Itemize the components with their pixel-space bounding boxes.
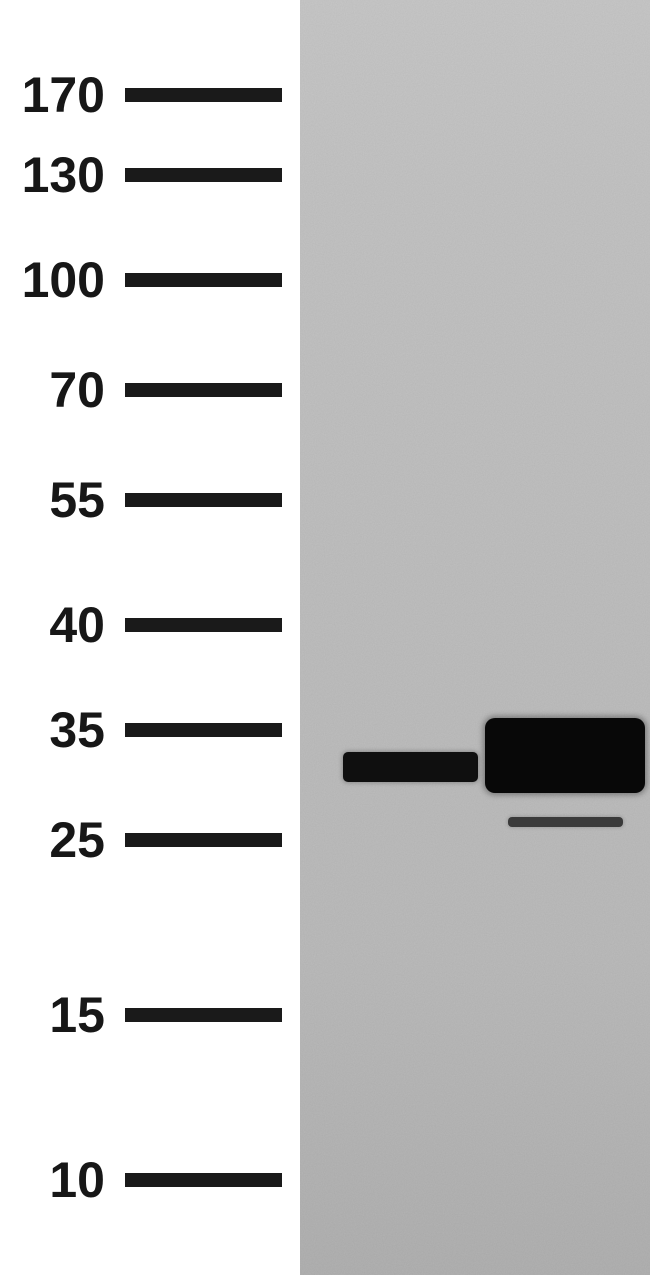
ladder-tick <box>125 1173 282 1187</box>
ladder-tick <box>125 168 282 182</box>
ladder-tick <box>125 273 282 287</box>
ladder-marker: 70 <box>0 365 290 415</box>
protein-band <box>508 817 623 827</box>
western-blot-figure: 170 130 100 70 55 40 35 25 15 10 <box>0 0 650 1275</box>
blot-background <box>300 0 650 1275</box>
ladder-tick <box>125 1008 282 1022</box>
ladder-marker-label: 40 <box>0 596 125 654</box>
ladder-marker-label: 70 <box>0 361 125 419</box>
ladder-marker: 25 <box>0 815 290 865</box>
ladder-marker: 40 <box>0 600 290 650</box>
ladder-tick <box>125 618 282 632</box>
ladder-marker: 10 <box>0 1155 290 1205</box>
blot-membrane <box>300 0 650 1275</box>
protein-band <box>343 752 478 782</box>
ladder-marker-label: 55 <box>0 471 125 529</box>
ladder-marker: 55 <box>0 475 290 525</box>
ladder-tick <box>125 88 282 102</box>
ladder-marker-label: 170 <box>0 66 125 124</box>
protein-band <box>485 718 645 793</box>
ladder-marker-label: 10 <box>0 1151 125 1209</box>
ladder-tick <box>125 833 282 847</box>
ladder-tick <box>125 493 282 507</box>
ladder-marker-label: 100 <box>0 251 125 309</box>
ladder-marker-label: 130 <box>0 146 125 204</box>
ladder-marker-label: 25 <box>0 811 125 869</box>
ladder-marker: 130 <box>0 150 290 200</box>
ladder-marker: 170 <box>0 70 290 120</box>
ladder-marker-label: 15 <box>0 986 125 1044</box>
ladder-marker-label: 35 <box>0 701 125 759</box>
molecular-weight-ladder: 170 130 100 70 55 40 35 25 15 10 <box>0 0 290 1275</box>
ladder-marker: 100 <box>0 255 290 305</box>
ladder-marker: 35 <box>0 705 290 755</box>
ladder-tick <box>125 383 282 397</box>
ladder-marker: 15 <box>0 990 290 1040</box>
ladder-tick <box>125 723 282 737</box>
